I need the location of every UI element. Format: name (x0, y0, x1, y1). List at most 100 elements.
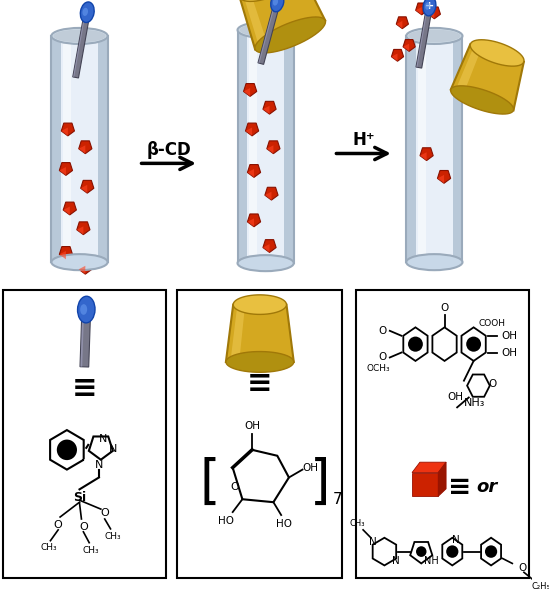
Polygon shape (59, 167, 66, 175)
Polygon shape (77, 222, 90, 235)
Polygon shape (61, 123, 75, 136)
Text: CH₃: CH₃ (40, 543, 57, 552)
Text: H⁺: H⁺ (352, 130, 375, 149)
Polygon shape (420, 152, 427, 160)
Polygon shape (245, 123, 259, 136)
Polygon shape (255, 17, 326, 53)
Text: [: [ (199, 457, 220, 509)
Text: ]: ] (310, 457, 330, 509)
Text: O: O (440, 303, 449, 313)
Text: 7: 7 (333, 491, 342, 507)
Polygon shape (416, 7, 422, 15)
Ellipse shape (77, 296, 95, 323)
Circle shape (466, 336, 481, 352)
Polygon shape (451, 44, 524, 110)
Polygon shape (73, 12, 86, 77)
Ellipse shape (52, 254, 108, 270)
Polygon shape (63, 202, 76, 215)
Polygon shape (428, 11, 434, 19)
Polygon shape (249, 32, 257, 261)
Text: N: N (369, 537, 377, 547)
Text: OH: OH (501, 331, 517, 341)
Text: O: O (378, 352, 386, 362)
Text: N: N (452, 535, 460, 545)
Polygon shape (258, 2, 276, 63)
Polygon shape (81, 185, 87, 193)
Text: HO: HO (218, 516, 234, 526)
Polygon shape (403, 40, 415, 51)
Circle shape (446, 545, 458, 558)
Polygon shape (244, 84, 257, 96)
Bar (356, 290, 529, 578)
Ellipse shape (271, 0, 284, 12)
Text: CH₃: CH₃ (104, 532, 121, 541)
Text: OCH₃: OCH₃ (366, 364, 390, 373)
Polygon shape (79, 141, 92, 153)
Polygon shape (416, 6, 433, 68)
Polygon shape (245, 127, 252, 136)
Text: NH₃: NH₃ (464, 398, 485, 408)
Text: CH₃: CH₃ (350, 519, 365, 529)
Ellipse shape (406, 28, 462, 44)
Bar (3, 290, 166, 578)
Text: O: O (54, 520, 63, 530)
Ellipse shape (80, 304, 87, 315)
Polygon shape (438, 462, 446, 496)
Polygon shape (263, 106, 270, 114)
Polygon shape (226, 352, 294, 372)
Polygon shape (420, 148, 433, 160)
Polygon shape (418, 38, 425, 260)
Polygon shape (79, 266, 85, 274)
Polygon shape (416, 3, 428, 15)
Polygon shape (391, 54, 397, 61)
Polygon shape (416, 36, 453, 262)
Text: N: N (109, 444, 117, 454)
Polygon shape (263, 244, 270, 253)
Circle shape (57, 440, 77, 460)
Text: CH₃: CH₃ (83, 546, 99, 555)
Polygon shape (265, 187, 278, 200)
Polygon shape (416, 6, 428, 67)
Polygon shape (265, 192, 271, 200)
Polygon shape (451, 86, 514, 114)
Polygon shape (258, 2, 280, 64)
Text: O: O (79, 522, 88, 532)
Text: O: O (518, 563, 526, 573)
Ellipse shape (239, 24, 292, 37)
Circle shape (408, 336, 423, 352)
Polygon shape (79, 261, 92, 274)
Polygon shape (438, 175, 444, 183)
Polygon shape (52, 36, 61, 262)
Text: O: O (230, 483, 239, 493)
Polygon shape (412, 473, 438, 496)
Text: OH: OH (447, 392, 463, 402)
Polygon shape (453, 36, 462, 262)
Text: or: or (477, 478, 498, 496)
Text: β-CD: β-CD (147, 140, 191, 159)
Polygon shape (267, 141, 280, 153)
Polygon shape (284, 30, 294, 263)
Polygon shape (470, 40, 524, 66)
Polygon shape (77, 227, 83, 235)
Text: N: N (95, 460, 103, 470)
Polygon shape (73, 12, 90, 78)
Ellipse shape (423, 0, 436, 16)
Polygon shape (412, 462, 446, 473)
Text: N: N (392, 556, 400, 566)
Text: +: + (425, 1, 434, 11)
Text: ≡: ≡ (247, 369, 273, 398)
Circle shape (416, 546, 427, 557)
Ellipse shape (53, 30, 105, 42)
Circle shape (485, 545, 497, 558)
Text: NH: NH (424, 556, 438, 566)
Polygon shape (248, 214, 261, 227)
Bar (177, 290, 342, 578)
Polygon shape (79, 145, 85, 153)
Polygon shape (98, 36, 108, 262)
Polygon shape (238, 30, 247, 263)
Polygon shape (233, 295, 287, 314)
Ellipse shape (408, 30, 461, 42)
Text: O: O (100, 508, 109, 518)
Polygon shape (239, 0, 301, 1)
Polygon shape (263, 101, 276, 114)
